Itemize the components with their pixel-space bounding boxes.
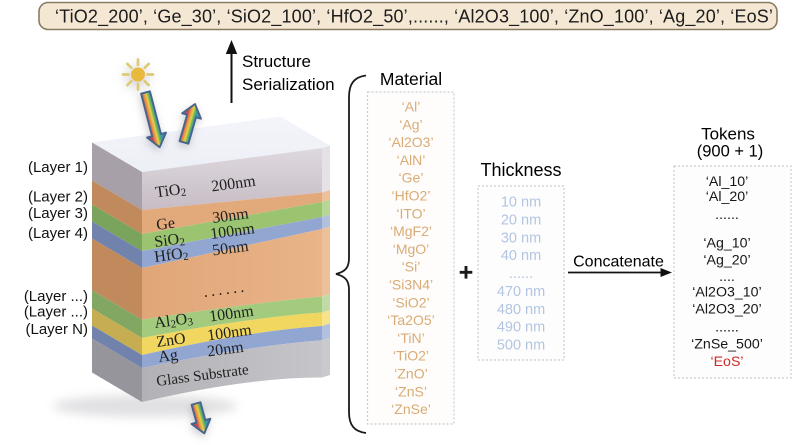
svg-text:‘ZnSe_500’: ‘ZnSe_500’	[691, 336, 763, 352]
svg-text:HfO2: HfO2	[153, 245, 189, 267]
svg-text:100nm: 100nm	[209, 220, 256, 243]
svg-text:30 nm: 30 nm	[501, 230, 541, 246]
svg-text:10 nm: 10 nm	[501, 195, 541, 211]
svg-text:(Layer ...): (Layer ...)	[24, 304, 88, 321]
svg-text:......: ......	[715, 319, 739, 335]
svg-text:30nm: 30nm	[211, 205, 250, 227]
svg-text:......: ......	[509, 266, 533, 282]
svg-text:Serialization: Serialization	[242, 75, 335, 94]
svg-text:Thickness: Thickness	[480, 160, 561, 180]
svg-text:(900 + 1): (900 + 1)	[697, 143, 764, 161]
svg-text:‘AlN’: ‘AlN’	[397, 152, 426, 168]
svg-text:Ge: Ge	[155, 215, 176, 234]
svg-text:‘SiO2’: ‘SiO2’	[392, 294, 429, 310]
svg-text:500 nm: 500 nm	[497, 338, 545, 354]
svg-text:100nm: 100nm	[206, 322, 253, 345]
svg-text:(Layer 1): (Layer 1)	[28, 159, 88, 176]
svg-text:(Layer 3): (Layer 3)	[28, 205, 88, 222]
svg-text:‘MgF2’: ‘MgF2’	[390, 223, 432, 239]
svg-text:‘ZnS’: ‘ZnS’	[395, 383, 427, 399]
svg-text:......: ......	[715, 207, 739, 223]
svg-text:‘Al_10’: ‘Al_10’	[706, 174, 749, 190]
svg-text:Material: Material	[380, 69, 442, 89]
svg-text:Concatenate: Concatenate	[573, 254, 664, 271]
svg-text:(Layer 4): (Layer 4)	[28, 225, 88, 242]
svg-text:‘TiO2_200’, ‘Ge_30’, ‘SiO2_100: ‘TiO2_200’, ‘Ge_30’, ‘SiO2_100’, ‘HfO2_5…	[55, 7, 773, 28]
svg-text:Structure: Structure	[242, 52, 311, 71]
svg-text:....: ....	[719, 269, 735, 285]
svg-text:‘Si3N4’: ‘Si3N4’	[389, 277, 433, 293]
svg-text:‘Si’: ‘Si’	[402, 259, 421, 275]
svg-text:‘Al_20’: ‘Al_20’	[706, 189, 749, 205]
svg-text:‘Ag_20’: ‘Ag_20’	[703, 253, 750, 269]
svg-text:(Layer ...): (Layer ...)	[24, 288, 88, 305]
svg-text:480 nm: 480 nm	[497, 302, 545, 318]
svg-text:‘Ge’: ‘Ge’	[399, 170, 424, 186]
svg-text:‘Al2O3_20’: ‘Al2O3_20’	[692, 302, 761, 318]
svg-text:(Layer 2): (Layer 2)	[28, 189, 88, 206]
svg-text:‘ITO’: ‘ITO’	[396, 205, 425, 221]
svg-text:50nm: 50nm	[211, 238, 250, 260]
svg-text:40 nm: 40 nm	[501, 248, 541, 264]
svg-text:20nm: 20nm	[206, 339, 245, 361]
svg-text:ZnO: ZnO	[155, 330, 186, 351]
svg-text:‘EoS’: ‘EoS’	[710, 354, 743, 370]
svg-text:470 nm: 470 nm	[497, 284, 545, 300]
svg-text:‘Ag’: ‘Ag’	[399, 116, 422, 132]
svg-text:20 nm: 20 nm	[501, 212, 541, 228]
svg-text:......: ......	[202, 278, 248, 301]
svg-text:‘Al’: ‘Al’	[402, 99, 421, 115]
svg-text:490 nm: 490 nm	[497, 320, 545, 336]
svg-text:‘Al2O3_10’: ‘Al2O3_10’	[692, 285, 761, 301]
svg-text:‘Ag_10’: ‘Ag_10’	[703, 236, 750, 252]
svg-text:‘Ta2O5’: ‘Ta2O5’	[387, 312, 434, 328]
svg-text:100nm: 100nm	[208, 303, 255, 326]
svg-text:Tokens: Tokens	[701, 125, 755, 144]
svg-text:SiO2: SiO2	[153, 230, 186, 252]
svg-text:200nm: 200nm	[210, 173, 257, 196]
svg-text:‘MgO’: ‘MgO’	[393, 241, 430, 257]
svg-text:‘ZnO’: ‘ZnO’	[394, 366, 427, 382]
svg-text:‘TiN’: ‘TiN’	[397, 330, 424, 346]
svg-text:‘HfO2’: ‘HfO2’	[392, 188, 431, 204]
svg-text:Ag: Ag	[157, 347, 179, 366]
svg-text:(Layer N): (Layer N)	[25, 321, 88, 338]
svg-text:‘Al2O3’: ‘Al2O3’	[388, 134, 433, 150]
svg-text:Al2O3: Al2O3	[153, 310, 194, 333]
svg-text:‘ZnSe’: ‘ZnSe’	[391, 401, 431, 417]
svg-text:TiO2: TiO2	[154, 181, 187, 203]
svg-text:‘TiO2’: ‘TiO2’	[393, 348, 429, 364]
